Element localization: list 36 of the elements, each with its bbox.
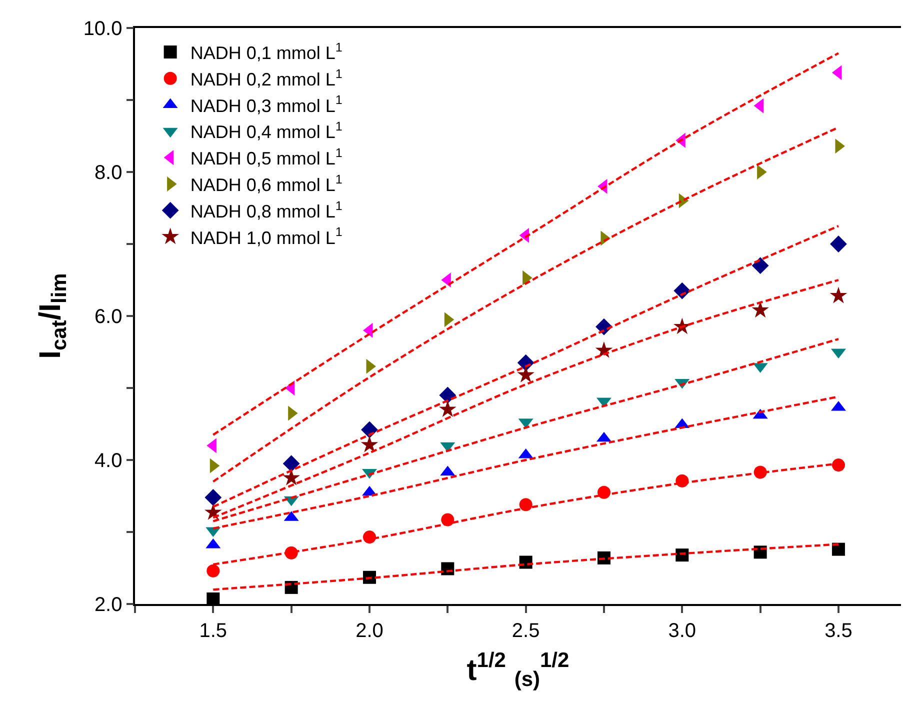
point (676, 548, 689, 562)
point (752, 301, 769, 318)
legend-label: NADH 0,8 mmol L$^{1}$ (190, 198, 342, 222)
legend-label: NADH 0,2 mmol L$^{1}$ (190, 66, 342, 90)
point (361, 421, 378, 438)
point (362, 570, 376, 584)
point (752, 257, 769, 274)
point (830, 236, 847, 252)
point (206, 592, 220, 604)
point (832, 542, 845, 556)
legend-label: NADH 0,1 mmol L$^{1}$ (190, 40, 342, 63)
y-tick-label: 2.0 (94, 594, 122, 616)
point (282, 468, 300, 486)
legend-label: NADH 1,0 mmol L$^{1}$ (190, 225, 342, 248)
y-tick-label: 10.0 (83, 18, 122, 40)
legend-label: NADH 0,5 mmol L$^{1}$ (190, 146, 342, 169)
point (204, 488, 222, 506)
y-tick-label: 4.0 (94, 450, 122, 472)
point (832, 458, 845, 472)
point (439, 400, 456, 417)
point (517, 366, 534, 382)
y-tick-label: 8.0 (94, 162, 122, 184)
legend-label: NADH 0,3 mmol L$^{1}$ (190, 93, 342, 116)
legend-label: NADH 0,4 mmol L$^{1}$ (190, 120, 342, 142)
x-tick-label: 1.5 (199, 620, 228, 642)
x-tick-label: 3.0 (668, 620, 696, 642)
point (830, 286, 848, 304)
legend-label: NADH 0,6 mmol L$^{1}$ (190, 172, 342, 195)
point (206, 564, 220, 578)
point (360, 436, 378, 452)
x-tick-label: 2.5 (512, 620, 540, 642)
x-tick-label: 2.0 (356, 620, 384, 642)
y-tick-label: 6.0 (94, 306, 122, 328)
x-tick-label: 3.5 (824, 620, 852, 642)
point (282, 455, 300, 472)
point (519, 498, 532, 512)
